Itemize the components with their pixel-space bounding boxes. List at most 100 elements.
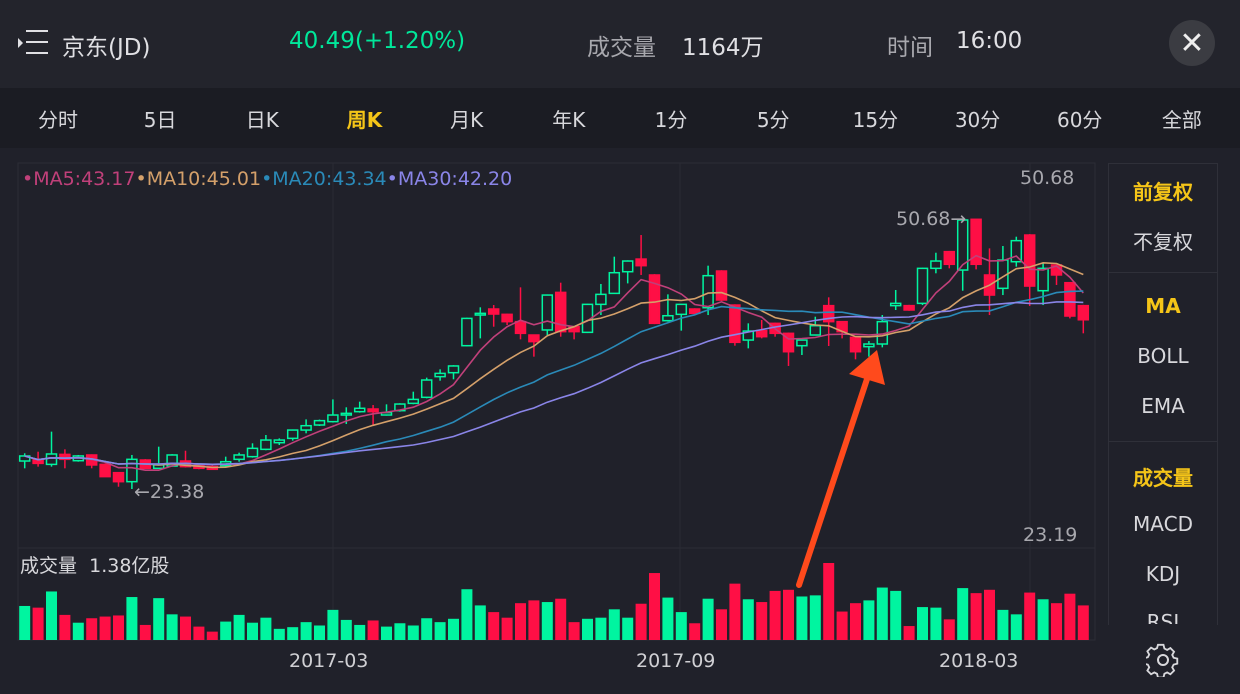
indicator-6[interactable]: MACD [1133, 512, 1193, 536]
volume-bar [314, 625, 325, 640]
volume-bar [809, 595, 821, 640]
volume-bar [72, 622, 84, 640]
candle [380, 404, 393, 416]
candle [554, 282, 567, 337]
tab-0[interactable]: 分时 [38, 107, 78, 132]
volume-bar [407, 625, 419, 640]
volume-bar [273, 628, 285, 640]
candle [635, 235, 647, 275]
chart-grid [17, 162, 1096, 641]
indicator-5[interactable]: 成交量 [1133, 466, 1193, 490]
volume-bar [86, 618, 98, 640]
volume-bar [876, 587, 888, 640]
candle [621, 260, 634, 284]
tab-9[interactable]: 30分 [954, 107, 1001, 132]
candle-body [1010, 239, 1023, 263]
volume-bar [689, 623, 701, 640]
candle-body [903, 304, 915, 311]
divider [1109, 272, 1217, 273]
candle-body [943, 250, 956, 266]
tab-1[interactable]: 5日 [143, 107, 177, 132]
volume-bar [206, 631, 218, 640]
candle [487, 305, 500, 327]
settings-button[interactable] [1143, 643, 1180, 679]
candle-body [970, 218, 982, 266]
candle [729, 304, 741, 346]
indicator-4[interactable]: EMA [1141, 394, 1185, 418]
ma20-line [24, 290, 1084, 466]
volume-bar [501, 617, 513, 640]
volume-bar [836, 611, 848, 640]
candle [675, 303, 688, 331]
candle-body [528, 334, 540, 343]
candle-body [662, 314, 674, 322]
candle-body [796, 339, 808, 347]
volume-bar [930, 607, 942, 640]
legend-ma10: •MA10:45.01 [135, 168, 262, 190]
candle-body [246, 447, 259, 458]
candle-body [956, 219, 969, 271]
indicator-2[interactable]: MA [1145, 294, 1181, 318]
candle [956, 219, 969, 291]
volume-bar [260, 617, 272, 640]
indicator-0[interactable]: 前复权 [1133, 180, 1193, 204]
candle [1077, 304, 1090, 334]
volume-max: 1.38亿股 [89, 555, 170, 577]
candle-body [1077, 304, 1090, 321]
volume-value: 1164万 [682, 35, 764, 61]
candle [702, 265, 714, 316]
price-axis-max: 50.68 [1020, 167, 1075, 189]
volume-bar [984, 589, 995, 640]
tab-11[interactable]: 全部 [1161, 107, 1202, 132]
header-bar: 京东(JD) 40.49(+1.20%) 成交量 1164万 时间 16:00 … [0, 0, 1240, 88]
volume-bar [381, 626, 392, 640]
volume-bar [890, 590, 902, 640]
menu-list-icon[interactable] [18, 30, 52, 56]
candle-body [474, 312, 487, 316]
indicator-8[interactable]: RSI [1146, 610, 1180, 624]
tab-2[interactable]: 日K [245, 107, 279, 132]
candle [1010, 236, 1023, 267]
volume-bar [394, 623, 406, 640]
date-label: 2017-09 [636, 650, 716, 672]
candle [260, 434, 272, 451]
tab-5[interactable]: 年K [552, 107, 586, 132]
candle-body [514, 320, 527, 335]
candle-body [286, 429, 299, 440]
volume-bar [582, 618, 593, 640]
volume-bar [595, 617, 607, 640]
volume-bar [340, 619, 352, 640]
date-label: 2018-03 [939, 650, 1019, 672]
volume-bar [823, 563, 835, 640]
candle-body [260, 439, 272, 451]
divider [1109, 441, 1217, 442]
tab-8[interactable]: 15分 [852, 107, 899, 132]
candle-body [45, 453, 58, 466]
tab-7[interactable]: 5分 [756, 107, 790, 132]
volume-bar [796, 596, 808, 640]
candle-body [595, 293, 607, 306]
indicator-7[interactable]: KDJ [1145, 562, 1181, 586]
tab-6[interactable]: 1分 [654, 107, 688, 132]
tab-10[interactable]: 60分 [1056, 107, 1103, 132]
indicator-1[interactable]: 不复权 [1133, 230, 1193, 254]
candle-body [822, 304, 835, 323]
candle-body [635, 258, 647, 267]
candle [246, 443, 259, 458]
candle-body [447, 365, 460, 374]
candle [112, 471, 125, 487]
candle [313, 419, 326, 426]
candle-body [407, 398, 420, 405]
volume-bar [474, 605, 486, 640]
candle-body [420, 379, 433, 399]
indicator-3[interactable]: BOLL [1137, 344, 1189, 368]
volume-bar [675, 612, 687, 640]
tab-4[interactable]: 月K [450, 107, 484, 132]
candle-body [715, 270, 728, 301]
candle-body [99, 463, 111, 478]
close-button[interactable]: ✕ [1169, 20, 1215, 66]
tab-3[interactable]: 周K [346, 107, 383, 132]
candle [501, 313, 513, 326]
volume-bar [488, 612, 500, 640]
